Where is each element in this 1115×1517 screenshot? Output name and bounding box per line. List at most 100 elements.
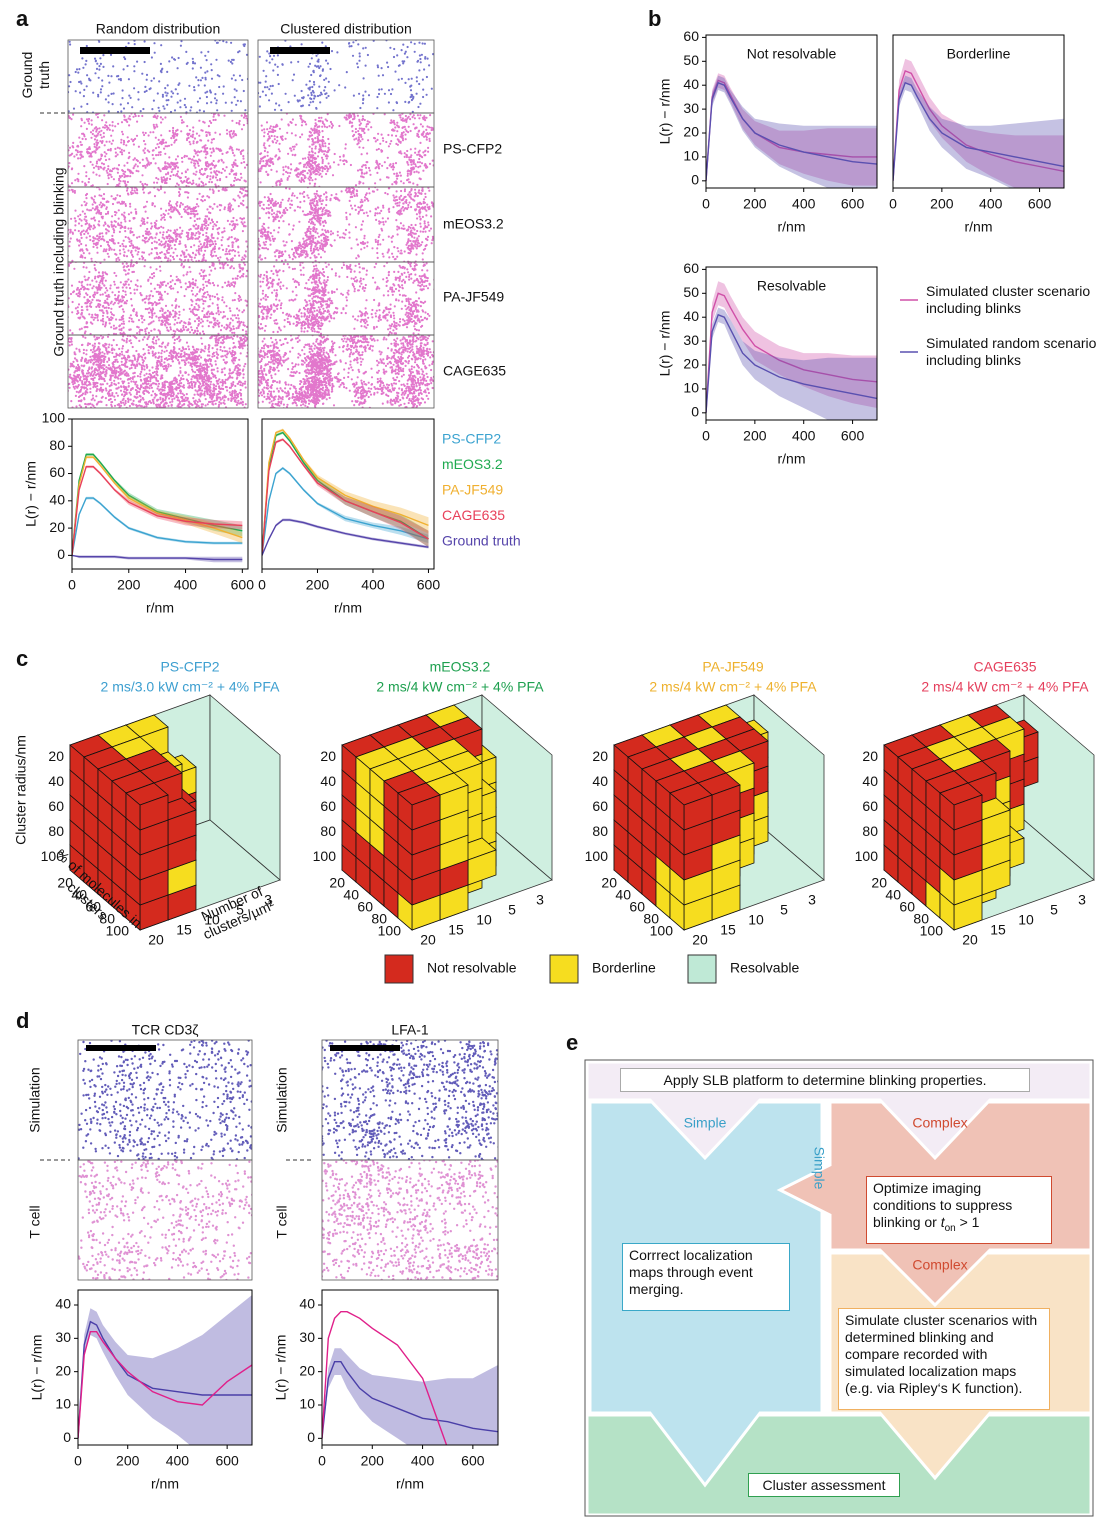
radius-tick-label: 80 bbox=[592, 823, 608, 839]
x-tick-label: 400 bbox=[361, 577, 385, 593]
row-group-label: Ground truth including blinking bbox=[51, 167, 67, 356]
number-tick-label: 20 bbox=[148, 932, 164, 948]
plot-subtitle: 2 ms/4 kW cm⁻² + 4% PFA bbox=[921, 679, 1089, 695]
x-tick-label: 400 bbox=[979, 196, 1003, 212]
y-tick-label: 0 bbox=[691, 172, 699, 188]
legend-label: PA-JF549 bbox=[442, 482, 503, 498]
y-tick-label: 40 bbox=[683, 308, 699, 324]
row-label: PA-JF549 bbox=[443, 289, 504, 305]
plot-area bbox=[893, 59, 1064, 214]
y-tick-label: 10 bbox=[683, 148, 699, 164]
legend-label: Not resolvable bbox=[427, 960, 517, 976]
flow-box: Cluster assessment bbox=[748, 1473, 900, 1497]
y-axis-label: L(r) − r/nm bbox=[23, 461, 39, 527]
chart-title: Not resolvable bbox=[747, 46, 837, 62]
x-tick-label: 400 bbox=[792, 196, 816, 212]
legend-label: Ground truth bbox=[442, 533, 521, 549]
legend-label: Borderline bbox=[592, 960, 656, 976]
legend-label: Simulated cluster scenario including bli… bbox=[926, 283, 1111, 317]
legend-swatch bbox=[550, 955, 578, 983]
x-tick-label: 600 bbox=[841, 196, 865, 212]
plot-title: CAGE635 bbox=[973, 659, 1036, 675]
y-axis-label: L(r) − r/nm bbox=[657, 79, 673, 145]
branch-label: Simple bbox=[684, 1115, 727, 1131]
radius-tick-label: 20 bbox=[862, 748, 878, 764]
row-label: T cell bbox=[274, 1205, 290, 1238]
x-tick-label: 200 bbox=[361, 1453, 385, 1469]
localization-map bbox=[64, 107, 255, 192]
y-tick-label: 50 bbox=[683, 284, 699, 300]
x-tick-label: 400 bbox=[411, 1453, 435, 1469]
y-tick-label: 20 bbox=[299, 1362, 315, 1378]
error-band bbox=[72, 453, 242, 555]
x-axis-label: r/nm bbox=[146, 600, 174, 616]
plot-title: PA-JF549 bbox=[702, 659, 763, 675]
radius-tick-label: 100 bbox=[585, 848, 609, 864]
y-tick-label: 40 bbox=[299, 1296, 315, 1312]
flow-text: on bbox=[945, 1223, 956, 1234]
number-tick-label: 15 bbox=[448, 922, 464, 938]
column-header: Random distribution bbox=[96, 21, 221, 37]
image-frame bbox=[258, 187, 434, 262]
radius-tick-label: 40 bbox=[592, 773, 608, 789]
x-tick-label: 600 bbox=[417, 577, 441, 593]
y-tick-label: 50 bbox=[683, 52, 699, 68]
row-label: Simulation bbox=[27, 1067, 43, 1132]
image-frame bbox=[78, 1160, 252, 1280]
radius-tick-label: 80 bbox=[320, 823, 336, 839]
plot-area bbox=[72, 453, 242, 562]
x-tick-label: 0 bbox=[318, 1453, 326, 1469]
number-tick-label: 10 bbox=[748, 912, 764, 928]
x-axis-label: r/nm bbox=[778, 451, 806, 467]
row-label: CAGE635 bbox=[443, 363, 506, 379]
flow-text: > 1 bbox=[956, 1214, 980, 1230]
x-axis-label: r/nm bbox=[151, 1476, 179, 1492]
y-tick-label: 100 bbox=[42, 410, 66, 426]
y-tick-label: 60 bbox=[49, 464, 65, 480]
localization-map bbox=[64, 182, 256, 270]
x-axis-label: r/nm bbox=[965, 219, 993, 235]
branch-label: Complex bbox=[912, 1257, 967, 1273]
y-tick-label: 80 bbox=[49, 437, 65, 453]
number-tick-label: 5 bbox=[780, 902, 788, 918]
localization-map bbox=[64, 256, 254, 341]
legend-label: Simulated random scenario including blin… bbox=[926, 335, 1111, 369]
x-tick-label: 600 bbox=[1028, 196, 1052, 212]
chart-title: Resolvable bbox=[757, 278, 826, 294]
x-tick-label: 600 bbox=[215, 1453, 239, 1469]
plot-title: PS-CFP2 bbox=[160, 659, 219, 675]
percent-tick-label: 100 bbox=[920, 923, 944, 939]
legend-label: CAGE635 bbox=[442, 507, 505, 523]
y-tick-label: 30 bbox=[683, 100, 699, 116]
number-tick-label: 3 bbox=[1078, 892, 1086, 908]
legend-label: PS-CFP2 bbox=[442, 431, 501, 447]
x-tick-label: 200 bbox=[743, 196, 767, 212]
y-tick-label: 10 bbox=[299, 1396, 315, 1412]
scale-bar bbox=[330, 1045, 400, 1051]
y-tick-label: 60 bbox=[683, 28, 699, 44]
number-tick-label: 20 bbox=[420, 932, 436, 948]
x-tick-label: 200 bbox=[930, 196, 954, 212]
x-tick-label: 200 bbox=[116, 1453, 140, 1469]
localization-map bbox=[57, 323, 257, 417]
y-tick-label: 30 bbox=[55, 1329, 71, 1345]
plot-subtitle: 2 ms/4 kW cm⁻² + 4% PFA bbox=[376, 679, 544, 695]
number-tick-label: 10 bbox=[1018, 912, 1034, 928]
radius-tick-label: 100 bbox=[313, 848, 337, 864]
y-axis-label: L(r) − r/nm bbox=[273, 1335, 289, 1401]
x-tick-label: 0 bbox=[889, 196, 897, 212]
panel-label: a bbox=[16, 6, 29, 31]
x-tick-label: 200 bbox=[117, 577, 141, 593]
row-label: T cell bbox=[27, 1205, 43, 1238]
percent-tick-label: 100 bbox=[650, 923, 674, 939]
radius-tick-label: 40 bbox=[862, 773, 878, 789]
flow-box: Optimize imaging conditions to suppress … bbox=[866, 1176, 1052, 1244]
chart-title: Borderline bbox=[947, 46, 1011, 62]
panel-label: c bbox=[16, 646, 28, 671]
row-label: Ground truth bbox=[19, 40, 53, 110]
panel-label: e bbox=[566, 1030, 578, 1055]
number-tick-label: 15 bbox=[990, 922, 1006, 938]
row-label: PS-CFP2 bbox=[443, 141, 502, 157]
number-tick-label: 5 bbox=[1050, 902, 1058, 918]
x-tick-label: 0 bbox=[258, 577, 266, 593]
